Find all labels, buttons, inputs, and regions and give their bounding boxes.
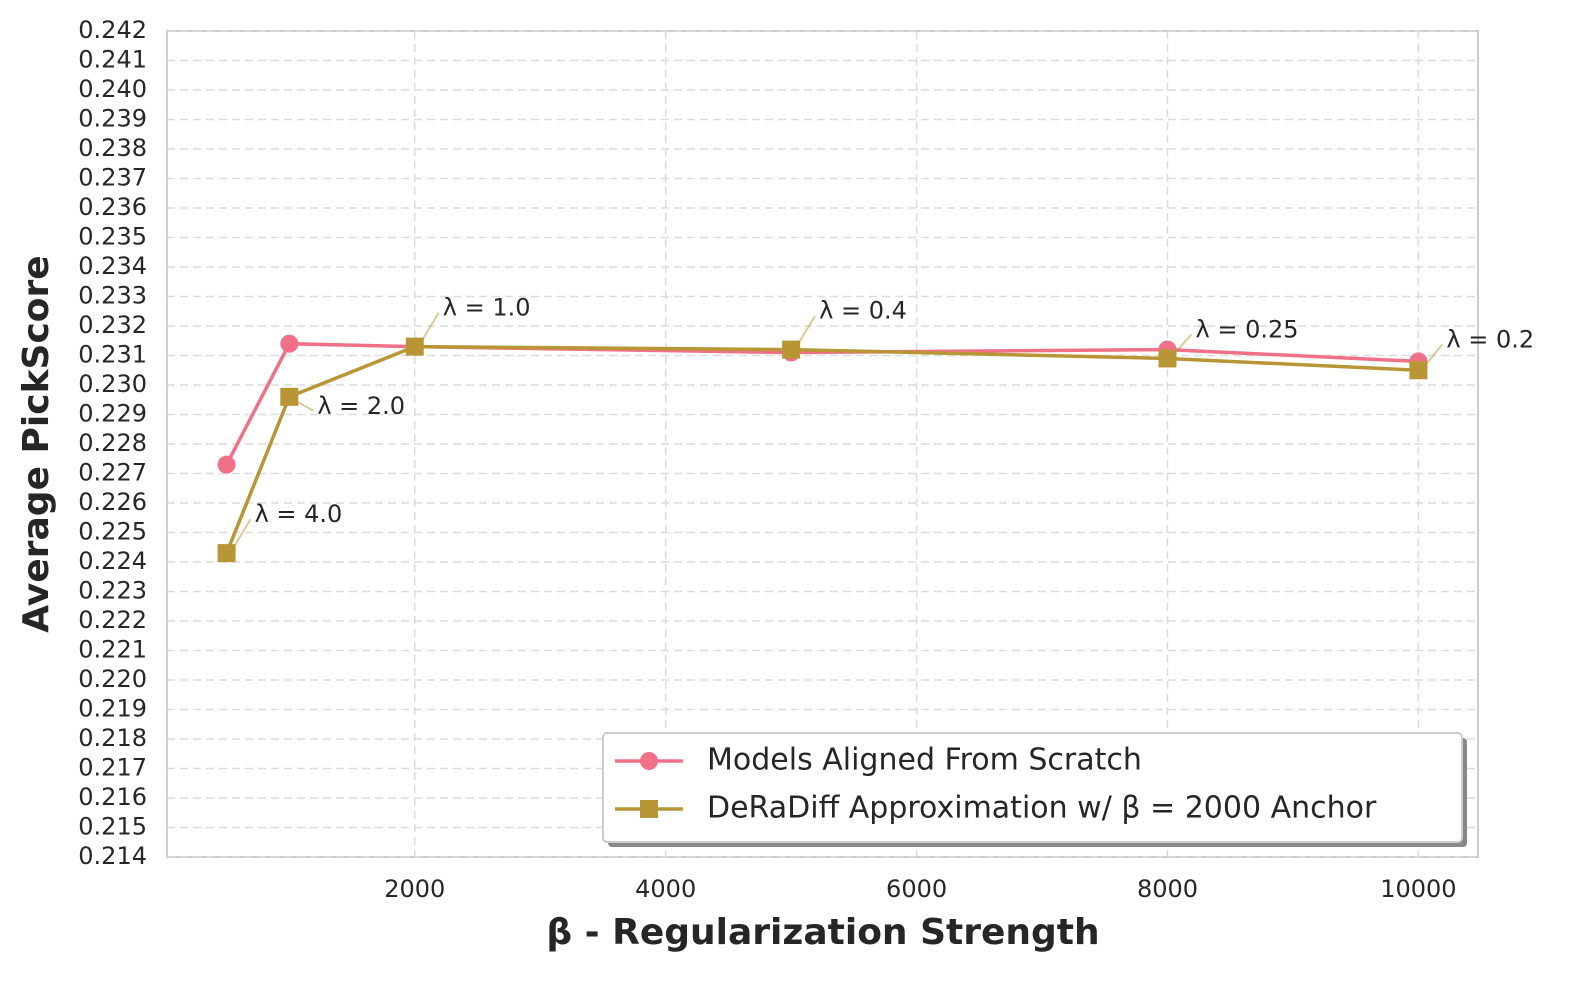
y-tick-label: 0.215	[78, 813, 147, 841]
annotation: λ = 0.25	[1196, 315, 1299, 343]
y-tick-label: 0.233	[78, 282, 147, 310]
annotation: λ = 0.4	[819, 297, 907, 325]
y-tick-label: 0.225	[78, 518, 147, 546]
y-tick-label: 0.241	[78, 46, 147, 74]
y-tick-label: 0.231	[78, 341, 147, 369]
y-tick-label: 0.222	[78, 606, 147, 634]
y-tick-label: 0.216	[78, 783, 147, 811]
y-tick-label: 0.221	[78, 636, 147, 664]
annotation: λ = 1.0	[443, 294, 531, 322]
x-tick-label: 4000	[635, 875, 696, 903]
annotation-arrow	[1172, 333, 1193, 356]
y-tick-label: 0.224	[78, 547, 147, 575]
x-tick-label: 2000	[384, 875, 445, 903]
y-tick-label: 0.219	[78, 695, 147, 723]
point	[1409, 361, 1428, 380]
y-tick-label: 0.226	[78, 488, 147, 516]
legend-label: Models Aligned From Scratch	[707, 743, 1142, 778]
y-tick-label: 0.234	[78, 252, 147, 280]
y-tick-label: 0.239	[78, 105, 147, 133]
y-tick-label: 0.238	[78, 134, 147, 162]
point	[217, 455, 236, 474]
y-tick-label: 0.220	[78, 665, 147, 693]
point	[782, 340, 801, 359]
x-tick-label: 10000	[1380, 875, 1456, 903]
y-tick-label: 0.223	[78, 577, 147, 605]
annotation-arrow	[231, 518, 252, 550]
legend-label: DeRaDiff Approximation w/ β = 2000 Ancho…	[707, 791, 1377, 826]
y-tick-label: 0.217	[78, 754, 147, 782]
point	[280, 387, 299, 406]
y-tick-label: 0.237	[78, 164, 147, 192]
annotation: λ = 0.2	[1446, 325, 1534, 353]
annotation-arrow	[1423, 343, 1444, 367]
y-tick-label: 0.228	[78, 429, 147, 457]
y-tick-label: 0.240	[78, 75, 147, 103]
point	[1158, 349, 1177, 368]
annotation-arrow	[796, 315, 816, 347]
annotation-arrow	[419, 312, 440, 344]
x-tick-label: 8000	[1137, 875, 1198, 903]
y-tick-label: 0.235	[78, 223, 147, 251]
legend	[602, 732, 1463, 843]
annotation: λ = 4.0	[255, 500, 343, 528]
legend-marker	[640, 800, 658, 818]
y-tick-label: 0.218	[78, 724, 147, 752]
y-tick-label: 0.227	[78, 459, 147, 487]
point	[405, 337, 424, 356]
x-tick-label: 6000	[886, 875, 947, 903]
y-tick-label: 0.232	[78, 311, 147, 339]
y-tick-label: 0.242	[78, 16, 147, 44]
y-tick-label: 0.236	[78, 193, 147, 221]
y-tick-label: 0.230	[78, 370, 147, 398]
y-axis-label: Average PickScore	[16, 255, 57, 632]
legend-marker	[640, 752, 658, 770]
x-axis-label: β - Regularization Strength	[546, 912, 1099, 953]
annotation: λ = 2.0	[317, 392, 405, 420]
y-tick-label: 0.229	[78, 400, 147, 428]
y-tick-label: 0.214	[78, 842, 147, 870]
point	[217, 544, 236, 563]
series-line	[224, 344, 1419, 554]
annotation-arrow	[294, 399, 314, 412]
point	[280, 334, 299, 353]
